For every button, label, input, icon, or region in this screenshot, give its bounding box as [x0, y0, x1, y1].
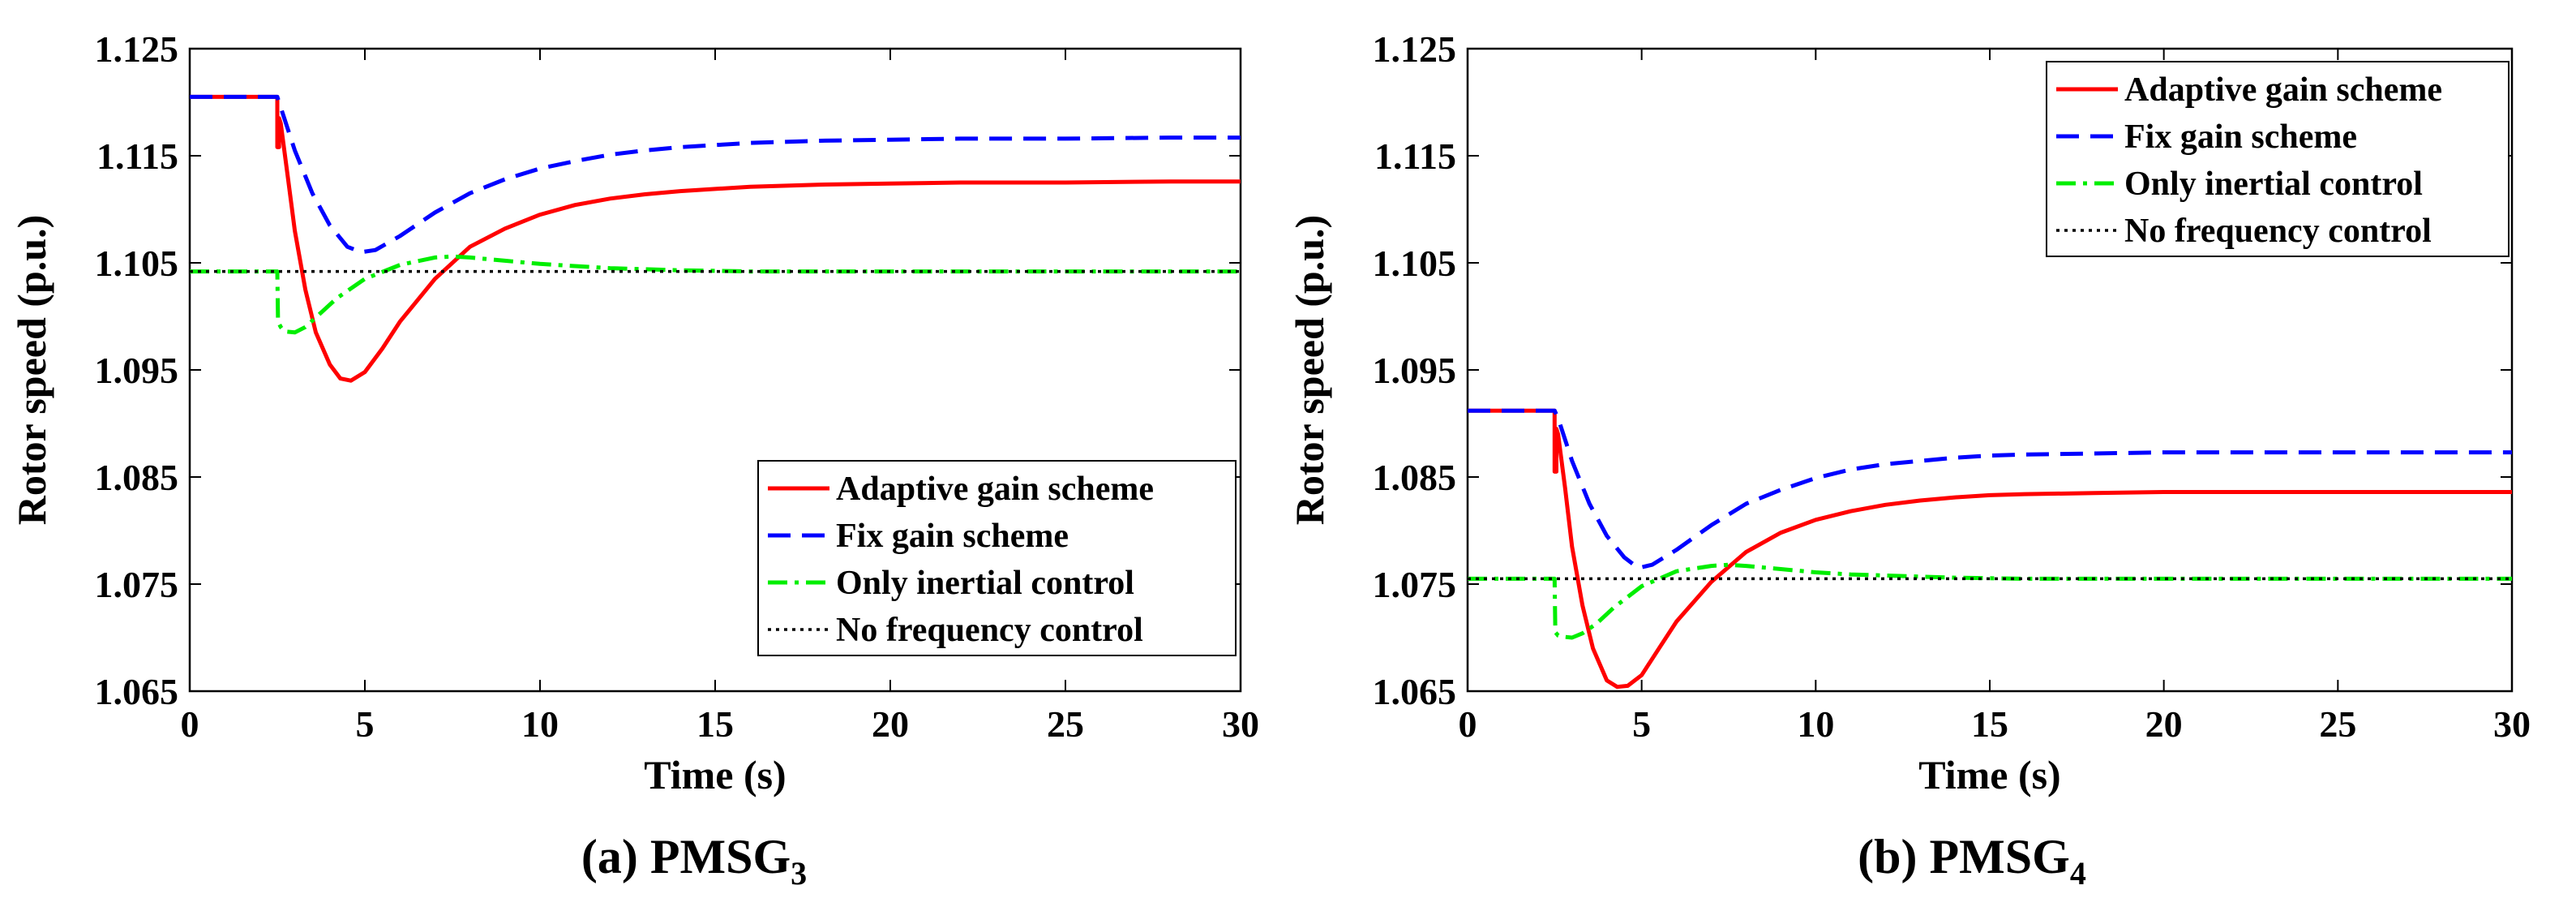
- panel-pmsg4: 0 5 10 15 20 25 30 1.065 1.075 1.085 1.095 1.105 1.1…: [1287, 28, 2531, 892]
- x-tick-label: 20: [872, 703, 909, 745]
- series-line-fix-gain-scheme: [1468, 408, 2512, 570]
- x-tick-label: 15: [1971, 703, 2008, 745]
- y-tick-label: 1.065: [95, 671, 179, 712]
- y-tick-label: 1.105: [95, 243, 179, 284]
- x-tick-label: 30: [1222, 703, 1259, 745]
- panel-pmsg3: 0 5 10 15 20 25 30 1.065 1.075 1.085 1.095 1.105 1.1…: [9, 28, 1259, 892]
- series-group: [1468, 408, 2512, 690]
- legend-label: No frequency control: [2124, 213, 2432, 250]
- legend-label: Fix gain scheme: [836, 518, 1069, 555]
- x-axis-label: Time (s): [1918, 752, 2060, 797]
- x-tick-label: 5: [1632, 703, 1651, 745]
- caption-subscript: 3: [791, 855, 807, 892]
- x-tick-label: 0: [1459, 703, 1477, 745]
- x-tick-label: 5: [356, 703, 375, 745]
- y-tick-label: 1.065: [1373, 671, 1457, 712]
- caption-subscript: 4: [2070, 855, 2086, 892]
- legend-box: [2046, 61, 2510, 257]
- x-tick-label: 10: [1797, 703, 1834, 745]
- legend-box: [757, 460, 1237, 656]
- x-tick-label: 0: [181, 703, 199, 745]
- y-tick-label: 1.085: [95, 457, 179, 498]
- series-line-adaptive-gain-scheme: [1468, 408, 2512, 690]
- legend-label: Only inertial control: [2124, 165, 2423, 203]
- x-tick-label: 10: [521, 703, 559, 745]
- y-tick-label: 1.085: [1373, 457, 1457, 498]
- series-group: [190, 94, 1241, 383]
- x-tick-label: 20: [2145, 703, 2183, 745]
- y-tick-label: 1.075: [95, 564, 179, 605]
- y-axis-label: Rotor speed (p.u.): [9, 215, 54, 525]
- legend-label: Only inertial control: [836, 565, 1134, 602]
- y-tick-label: 1.115: [96, 135, 178, 177]
- series-line-adaptive-gain-scheme: [190, 94, 1241, 383]
- y-tick-label: 1.075: [1373, 564, 1457, 605]
- y-tick-label: 1.105: [1373, 243, 1457, 284]
- x-axis-label: Time (s): [644, 752, 786, 797]
- legend-label: Adaptive gain scheme: [836, 471, 1154, 508]
- x-tick-label: 25: [2319, 703, 2356, 745]
- panel-caption: (a) PMSG3: [581, 830, 807, 892]
- legend-label: Adaptive gain scheme: [2124, 71, 2442, 109]
- y-tick-label: 1.125: [95, 28, 179, 70]
- y-tick-label: 1.115: [1374, 135, 1456, 177]
- y-axis-label: Rotor speed (p.u.): [1287, 215, 1332, 525]
- x-tick-label: 30: [2493, 703, 2531, 745]
- y-tick-label: 1.095: [95, 350, 179, 391]
- panel-caption: (b) PMSG4: [1858, 830, 2086, 892]
- legend-label: No frequency control: [836, 612, 1143, 649]
- series-line-fix-gain-scheme: [190, 94, 1241, 255]
- x-tick-label: 15: [697, 703, 734, 745]
- y-tick-label: 1.095: [1373, 350, 1457, 391]
- x-tick-label: 25: [1047, 703, 1084, 745]
- y-tick-label: 1.125: [1373, 28, 1457, 70]
- legend-label: Fix gain scheme: [2124, 118, 2357, 156]
